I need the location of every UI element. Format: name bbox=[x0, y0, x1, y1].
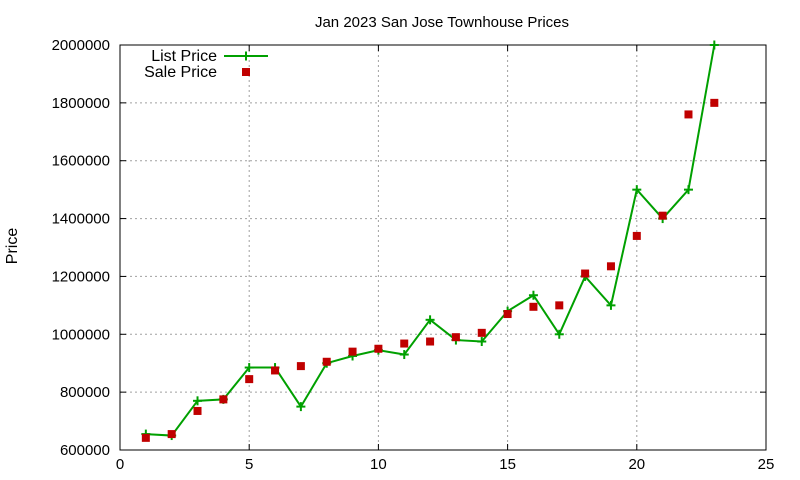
point-sale-price bbox=[658, 211, 667, 220]
point-list-price bbox=[709, 40, 719, 50]
x-tick-label: 5 bbox=[245, 456, 253, 473]
x-tick-label: 25 bbox=[758, 456, 775, 473]
legend: List Price Sale Price bbox=[144, 48, 268, 81]
point-sale-price bbox=[451, 333, 460, 342]
point-list-price bbox=[193, 396, 203, 406]
point-list-price bbox=[399, 350, 409, 360]
point-sale-price bbox=[400, 339, 409, 348]
x-tick-label: 15 bbox=[499, 456, 516, 473]
point-sale-price bbox=[271, 366, 280, 375]
legend-label-list-price: List Price bbox=[151, 48, 217, 65]
point-sale-price bbox=[477, 328, 486, 337]
y-tick-label: 800000 bbox=[60, 384, 110, 401]
point-list-price bbox=[683, 185, 693, 195]
y-tick-label: 1400000 bbox=[52, 211, 110, 228]
y-tick-label: 600000 bbox=[60, 442, 110, 459]
point-sale-price bbox=[296, 362, 305, 371]
grid-lines bbox=[120, 45, 766, 450]
point-list-price bbox=[554, 329, 564, 339]
point-sale-price bbox=[710, 98, 719, 107]
point-sale-price bbox=[374, 344, 383, 353]
legend-marker-list-price bbox=[241, 51, 251, 61]
series-sale-price bbox=[141, 98, 719, 442]
y-tick-label: 1000000 bbox=[52, 326, 110, 343]
point-sale-price bbox=[348, 347, 357, 356]
point-sale-price bbox=[684, 110, 693, 119]
legend-marker-sale-price bbox=[242, 68, 250, 76]
x-tick-label: 20 bbox=[628, 456, 645, 473]
point-sale-price bbox=[193, 406, 202, 415]
point-sale-price bbox=[167, 430, 176, 439]
point-sale-price bbox=[245, 375, 254, 384]
axes: 0 5 10 15 20 25 600000 800000 1000000 1200000 1400… bbox=[52, 37, 775, 473]
x-tick-label: 10 bbox=[370, 456, 387, 473]
point-sale-price bbox=[606, 262, 615, 271]
legend-label-sale-price: Sale Price bbox=[144, 64, 217, 81]
chart-title: Jan 2023 San Jose Townhouse Prices bbox=[315, 14, 569, 31]
point-list-price bbox=[477, 337, 487, 347]
point-sale-price bbox=[141, 433, 150, 442]
point-sale-price bbox=[529, 302, 538, 311]
point-list-price bbox=[296, 402, 306, 412]
y-tick-label: 1200000 bbox=[52, 268, 110, 285]
series-layer bbox=[141, 40, 719, 442]
series-line-list-price bbox=[145, 44, 716, 437]
point-sale-price bbox=[503, 310, 512, 319]
point-sale-price bbox=[219, 395, 228, 404]
point-list-price bbox=[244, 363, 254, 373]
point-sale-price bbox=[632, 231, 641, 240]
point-list-price bbox=[425, 315, 435, 325]
point-sale-price bbox=[581, 269, 590, 278]
legend-swatches bbox=[224, 51, 268, 76]
point-sale-price bbox=[555, 301, 564, 310]
point-list-price bbox=[606, 300, 616, 310]
x-tick-label: 0 bbox=[116, 456, 124, 473]
point-sale-price bbox=[426, 337, 435, 346]
point-list-price bbox=[528, 290, 538, 300]
y-tick-label: 1600000 bbox=[52, 153, 110, 170]
point-list-price bbox=[632, 185, 642, 195]
y-tick-label: 1800000 bbox=[52, 95, 110, 112]
y-axis-label: Price bbox=[4, 228, 21, 265]
series-list-price bbox=[141, 40, 719, 441]
plot-border bbox=[119, 44, 767, 451]
y-tick-label: 2000000 bbox=[52, 37, 110, 54]
point-sale-price bbox=[322, 357, 331, 366]
